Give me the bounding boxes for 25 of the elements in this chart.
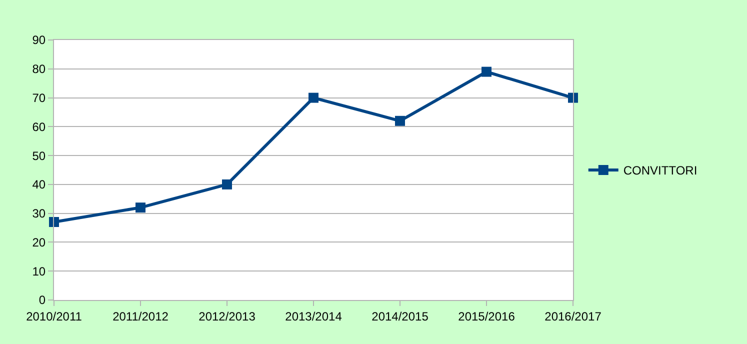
legend-label: CONVITTORI: [623, 164, 698, 178]
y-tick-label: 70: [32, 90, 46, 105]
y-tick-label: 80: [32, 62, 46, 76]
point: [49, 217, 59, 227]
point: [482, 66, 492, 77]
x-tick-label: 2015/2016: [458, 309, 516, 324]
y-tick-label: 10: [32, 264, 46, 278]
x-tick-label: 2014/2015: [372, 309, 429, 324]
x-tick-label: 2016/2017: [544, 309, 602, 324]
y-tick-label: 50: [32, 148, 46, 163]
x-tick-label: 2012/2013: [198, 309, 256, 324]
point: [136, 202, 146, 213]
point: [395, 116, 405, 126]
x-tick-label: 2011/2012: [112, 309, 169, 324]
point: [568, 92, 578, 103]
y-tick-label: 20: [32, 235, 46, 250]
y-tick-label: 40: [32, 178, 46, 192]
x-tick-label: 2013/2014: [285, 309, 342, 324]
x-tick-label: 2010/2011: [26, 309, 82, 324]
point: [222, 179, 232, 190]
y-tick-label: 30: [32, 206, 46, 221]
point: [308, 92, 318, 103]
y-tick-label: 0: [38, 293, 46, 308]
y-tick-label: 60: [32, 120, 46, 134]
y-tick-label: 90: [32, 33, 46, 48]
